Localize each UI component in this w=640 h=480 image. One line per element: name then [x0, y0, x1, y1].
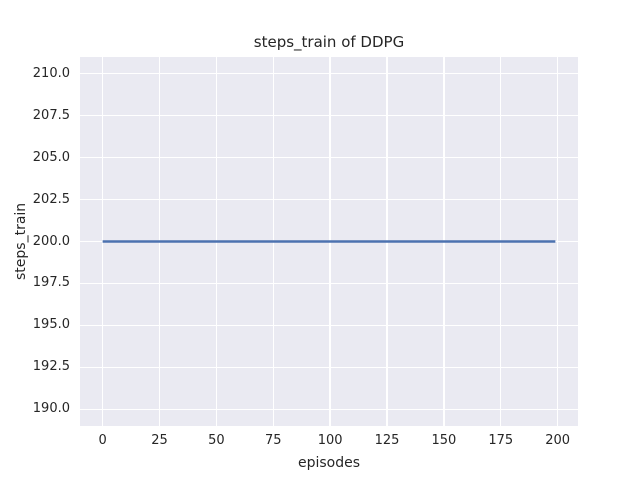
y-tick-label: 192.5	[32, 359, 70, 375]
series-layer	[102, 240, 556, 243]
y-tick-label: 210.0	[32, 65, 70, 81]
gridline-horizontal	[80, 366, 578, 368]
gridline-horizontal	[80, 115, 578, 117]
gridline-horizontal	[80, 408, 578, 410]
x-tick-label: 0	[98, 433, 107, 448]
gridline-horizontal	[80, 73, 578, 75]
x-tick-label: 200	[545, 433, 571, 448]
x-tick-label: 25	[151, 433, 168, 448]
x-tick-label: 150	[431, 433, 457, 448]
y-tick-label: 205.0	[32, 149, 70, 165]
gridline-horizontal	[80, 156, 578, 159]
gridline-horizontal	[80, 324, 578, 327]
gridline-horizontal	[80, 282, 578, 285]
plot-area	[80, 57, 578, 426]
x-tick-label: 75	[264, 433, 282, 448]
x-tick-label: 100	[317, 433, 343, 448]
x-tick-label: 125	[374, 433, 400, 448]
x-tick-label: 175	[488, 433, 514, 448]
chart-title: steps_train of DDPG	[253, 33, 405, 51]
y-tick-label: 202.5	[32, 191, 70, 207]
y-tick-label: 200.0	[32, 233, 70, 249]
gridline-horizontal	[80, 198, 578, 201]
y-tick-label: 197.5	[32, 275, 70, 291]
x-axis-label: episodes	[297, 455, 361, 471]
x-tick-label: 50	[208, 433, 225, 448]
y-tick-label: 207.5	[32, 107, 70, 123]
y-tick-label: 195.0	[32, 317, 70, 333]
y-tick-label: 190.0	[32, 401, 70, 417]
